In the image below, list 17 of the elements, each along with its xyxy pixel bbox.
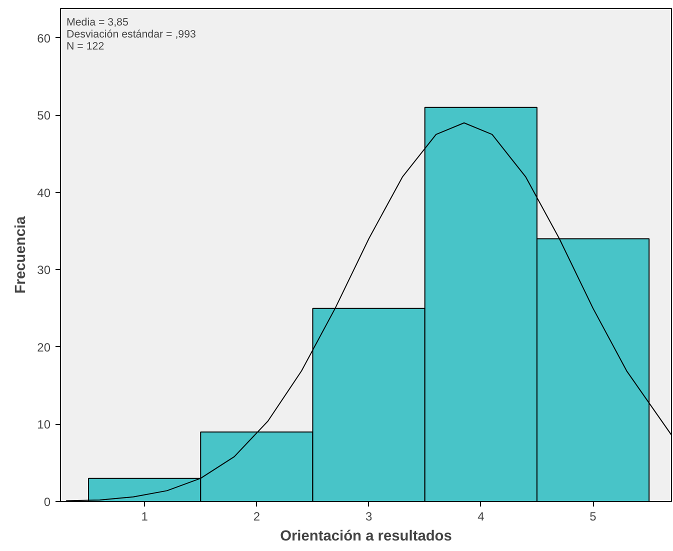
y-tick-label: 20	[37, 340, 51, 354]
x-tick-label: 1	[141, 510, 148, 524]
y-tick-label: 40	[37, 186, 51, 200]
x-tick-label: 3	[365, 510, 372, 524]
y-tick-label: 50	[37, 108, 51, 123]
annotation: Desviación estándar = ,993	[66, 28, 196, 40]
x-tick-label: 4	[478, 510, 485, 524]
y-tick-label: 0	[44, 495, 51, 509]
annotation: Media = 3,85	[66, 16, 128, 28]
y-tick-label: 30	[37, 263, 51, 278]
x-tick-label: 5	[590, 510, 597, 524]
y-tick-label: 10	[37, 418, 51, 432]
y-axis-title: Frecuencia	[13, 215, 30, 294]
y-tick-label: 60	[37, 31, 51, 46]
x-tick-label: 2	[253, 510, 260, 524]
annotation: N = 122	[66, 40, 104, 52]
x-axis-title: Orientación a resultados	[280, 528, 452, 544]
